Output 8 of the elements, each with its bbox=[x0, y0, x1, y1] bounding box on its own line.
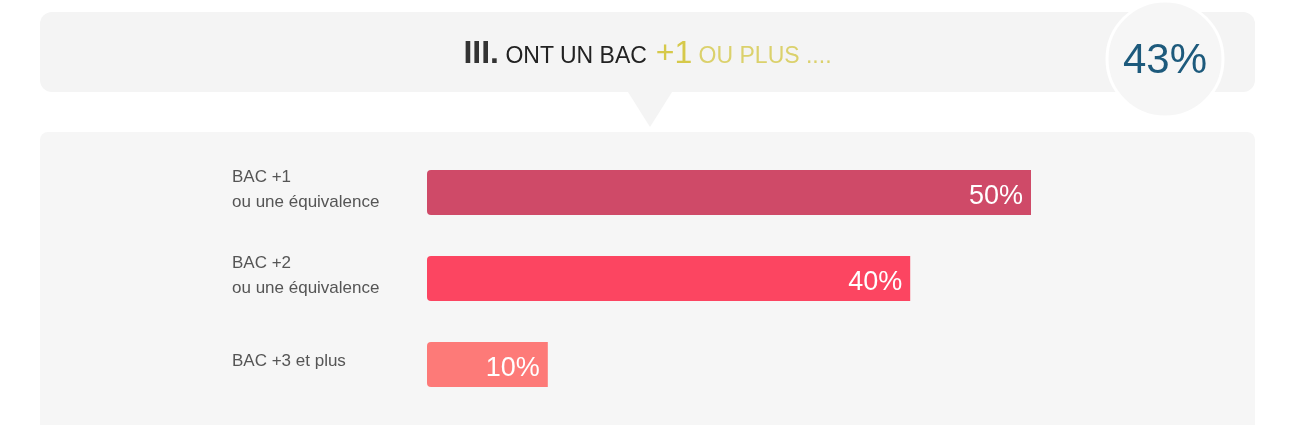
data-label: 40% bbox=[848, 265, 903, 296]
y-tick-label: BAC +3 et plus bbox=[232, 351, 346, 371]
data-label: 10% bbox=[485, 351, 540, 382]
data-label: 50% bbox=[968, 179, 1023, 210]
chart-title: III. ONT UN BAC +1 OU PLUS .... bbox=[463, 34, 832, 70]
text: 43% bbox=[1122, 35, 1208, 83]
y-tick-label: BAC +2 ou une équivalence bbox=[232, 252, 380, 297]
y-tick-label: BAC +1 ou une équivalence bbox=[232, 166, 380, 211]
